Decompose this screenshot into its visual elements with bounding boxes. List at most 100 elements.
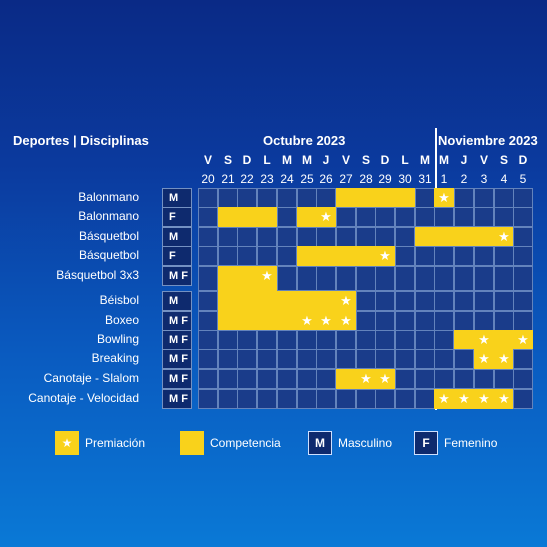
schedule-cell: [218, 227, 238, 247]
schedule-cell: [336, 389, 356, 409]
competition-cell: [218, 207, 238, 227]
sport-name: Bowling: [96, 332, 139, 346]
schedule-cell: [395, 369, 415, 389]
schedule-cell: [434, 207, 454, 227]
schedule-cell: [434, 349, 454, 369]
day-of-week: D: [380, 153, 390, 167]
award-star-cell: [336, 291, 356, 311]
schedule-cell: [415, 311, 435, 331]
schedule-cell: [336, 349, 356, 369]
schedule-cell: [257, 330, 277, 350]
schedule-cell: [513, 291, 533, 311]
schedule-cell: [218, 188, 238, 208]
schedule-cell: [198, 266, 218, 291]
schedule-cell: [434, 311, 454, 331]
competition-cell: [336, 369, 356, 389]
schedule-cell: [395, 266, 415, 291]
award-star-cell: [513, 330, 533, 350]
date-number: 3: [480, 172, 488, 186]
competition-cell: [316, 246, 336, 266]
award-star-cell: [434, 188, 454, 208]
day-of-week: S: [361, 153, 370, 167]
date-number: 24: [280, 172, 294, 186]
day-of-week: L: [263, 153, 271, 167]
schedule-cell: [395, 330, 415, 350]
schedule-cell: [316, 227, 336, 247]
schedule-cell: [474, 266, 494, 291]
schedule-cell: [474, 188, 494, 208]
schedule-cell: [395, 246, 415, 266]
legend-competencia: Competencia: [180, 430, 281, 456]
schedule-cell: [356, 266, 376, 291]
schedule-cell: [395, 207, 415, 227]
competition-cell: [474, 227, 494, 247]
schedule-cell: [316, 266, 336, 291]
schedule-cell: [434, 291, 454, 311]
schedule-cell: [297, 188, 317, 208]
masculino-badge: M: [308, 431, 332, 455]
competition-cell: [257, 291, 277, 311]
date-number: 21: [221, 172, 235, 186]
schedule-cell: [198, 207, 218, 227]
schedule-cell: [415, 349, 435, 369]
schedule-cell: [277, 227, 297, 247]
schedule-cell: [494, 246, 514, 266]
schedule-cell: [356, 389, 376, 409]
schedule-cell: [454, 291, 474, 311]
schedule-cell: [336, 266, 356, 291]
schedule-cell: [297, 266, 317, 291]
schedule-cell: [257, 369, 277, 389]
schedule-cell: [375, 291, 395, 311]
date-number: 31: [418, 172, 432, 186]
day-of-week: V: [341, 153, 350, 167]
competition-cell: [237, 266, 257, 291]
gender-badge: M F: [162, 349, 192, 369]
schedule-cell: [297, 349, 317, 369]
schedule-cell: [395, 227, 415, 247]
schedule-cell: [454, 311, 474, 331]
competition-cell: [395, 188, 415, 208]
schedule-cell: [513, 349, 533, 369]
schedule-cell: [198, 227, 218, 247]
award-star-cell: [474, 330, 494, 350]
date-number: 5: [519, 172, 527, 186]
schedule-cell: [474, 291, 494, 311]
schedule-cell: [237, 349, 257, 369]
month-november: Noviembre 2023: [438, 133, 538, 148]
day-of-week: V: [203, 153, 212, 167]
award-star-cell: [316, 207, 336, 227]
date-number: 20: [201, 172, 215, 186]
competition-cell: [356, 188, 376, 208]
competition-cell: [454, 227, 474, 247]
schedule-cell: [316, 349, 336, 369]
date-number: 4: [500, 172, 508, 186]
day-of-week: D: [518, 153, 528, 167]
schedule-cell: [356, 311, 376, 331]
schedule-cell: [218, 369, 238, 389]
competition-cell: [336, 188, 356, 208]
schedule-cell: [198, 311, 218, 331]
schedule-cell: [434, 330, 454, 350]
schedule-cell: [513, 311, 533, 331]
schedule-cell: [218, 330, 238, 350]
schedule-cell: [513, 227, 533, 247]
schedule-cell: [474, 369, 494, 389]
schedule-cell: [218, 389, 238, 409]
award-star-cell: [474, 349, 494, 369]
deportes-header: Deportes | Disciplinas: [13, 133, 149, 148]
day-of-week: S: [499, 153, 508, 167]
schedule-cell: [434, 369, 454, 389]
gender-badge: M F: [162, 330, 192, 350]
schedule-cell: [513, 389, 533, 409]
schedule-cell: [513, 369, 533, 389]
schedule-cell: [513, 207, 533, 227]
schedule-cell: [494, 207, 514, 227]
competition-cell: [277, 291, 297, 311]
schedule-cell: [277, 266, 297, 291]
schedule-cell: [356, 330, 376, 350]
sport-name: Básquetbol: [78, 229, 139, 243]
schedule-cell: [494, 266, 514, 291]
sport-name: Básquetbol 3x3: [56, 268, 139, 282]
sport-name: Canotaje - Slalom: [43, 371, 139, 385]
